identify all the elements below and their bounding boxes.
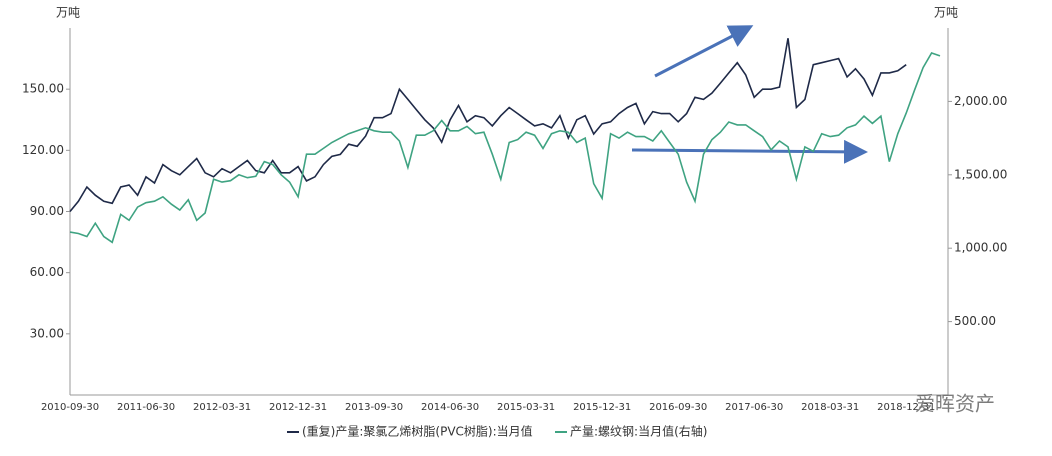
y2-unit: 万吨 (934, 6, 958, 20)
y2-tick-label: 1,000.00 (954, 241, 1007, 255)
x-tick-label: 2012-12-31 (269, 402, 327, 413)
series-line (69, 38, 907, 213)
annotation-arrow (654, 25, 754, 78)
y-tick-label: 60.00 (30, 265, 64, 279)
plot (69, 38, 941, 244)
y2-tick-label: 500.00 (954, 314, 996, 328)
legend-label: 产量:螺纹钢:当月值(右轴) (570, 424, 707, 439)
x-tick-label: 2011-06-30 (117, 402, 175, 413)
legend-label: (重复)产量:聚氯乙烯树脂(PVC树脂):当月值 (302, 424, 533, 439)
x-tick-label: 2016-09-30 (649, 402, 707, 413)
x-tick-label: 2017-06-30 (725, 402, 783, 413)
x-tick-label: 2018-12-31 (877, 402, 935, 413)
x-tick-label: 2013-09-30 (345, 402, 403, 413)
y-tick-label: 90.00 (30, 204, 64, 218)
annotation-arrow (631, 139, 868, 164)
y2-tick-label: 2,000.00 (954, 94, 1007, 108)
y-tick-label: 150.00 (22, 82, 64, 96)
x-tick-label: 2015-03-31 (497, 402, 555, 413)
x-tick-label: 2012-03-31 (193, 402, 251, 413)
series-line (69, 52, 941, 244)
y-tick-label: 30.00 (30, 326, 64, 340)
watermark: 爱晖资产 (915, 392, 995, 416)
x-tick-label: 2010-09-30 (41, 402, 99, 413)
x-tick-label: 2015-12-31 (573, 402, 631, 413)
y-tick-label: 120.00 (22, 143, 64, 157)
x-tick-label: 2018-03-31 (801, 402, 859, 413)
x-tick-label: 2014-06-30 (421, 402, 479, 413)
y-unit: 万吨 (56, 6, 80, 20)
y2-tick-label: 1,500.00 (954, 167, 1007, 181)
